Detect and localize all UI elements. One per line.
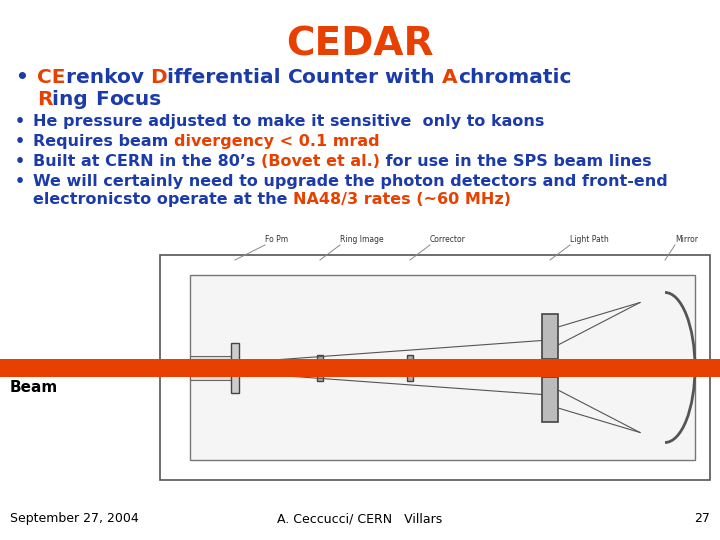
Text: F: F: [95, 90, 109, 109]
Text: CEDAR: CEDAR: [287, 25, 433, 63]
Text: ifferential: ifferential: [167, 68, 288, 87]
Text: September 27, 2004: September 27, 2004: [10, 512, 139, 525]
Text: •: •: [15, 134, 25, 149]
Text: divergency < 0.1 mrad: divergency < 0.1 mrad: [174, 134, 379, 149]
Text: •: •: [15, 154, 25, 169]
Text: Corrector: Corrector: [430, 235, 466, 244]
Text: We will certainly need to upgrade the photon detectors and front-end: We will certainly need to upgrade the ph…: [33, 174, 667, 189]
Text: ounter with: ounter with: [302, 68, 442, 87]
Text: Beam: Beam: [10, 380, 58, 395]
Bar: [542, 314, 558, 359]
Bar: [160, 255, 710, 480]
Text: He pressure adjusted to make it sensitive  only to kaons: He pressure adjusted to make it sensitiv…: [33, 114, 544, 129]
Text: •: •: [15, 174, 25, 189]
Bar: [542, 376, 558, 422]
Bar: [0, 359, 720, 376]
Text: A: A: [442, 68, 458, 87]
Text: Built at CERN in the 80’s: Built at CERN in the 80’s: [33, 154, 261, 169]
Text: C: C: [288, 68, 302, 87]
Text: Ring Image: Ring Image: [340, 235, 384, 244]
Bar: [190, 275, 695, 460]
Text: •: •: [15, 68, 28, 87]
Text: electronicsto operate at the: electronicsto operate at the: [33, 192, 293, 207]
Text: D: D: [150, 68, 167, 87]
Bar: [231, 342, 239, 393]
Text: Requires beam: Requires beam: [33, 134, 174, 149]
Text: CE: CE: [37, 68, 66, 87]
Text: A. Ceccucci/ CERN   Villars: A. Ceccucci/ CERN Villars: [277, 512, 443, 525]
Text: chromatic: chromatic: [458, 68, 571, 87]
Text: ocus: ocus: [109, 90, 161, 109]
Bar: [407, 354, 413, 381]
Text: Light Path: Light Path: [570, 235, 608, 244]
Text: for use in the SPS beam lines: for use in the SPS beam lines: [380, 154, 652, 169]
Text: Mirror: Mirror: [675, 235, 698, 244]
Text: 27: 27: [694, 512, 710, 525]
Bar: [317, 354, 323, 381]
Bar: [190, 355, 231, 380]
Text: renkov: renkov: [66, 68, 150, 87]
Bar: [190, 360, 198, 375]
Text: NA48/3 rates (~60 MHz): NA48/3 rates (~60 MHz): [293, 192, 511, 207]
Text: (Bovet et al.): (Bovet et al.): [261, 154, 380, 169]
Text: •: •: [15, 114, 25, 129]
Text: R: R: [37, 90, 53, 109]
Text: Fo Pm: Fo Pm: [265, 235, 288, 244]
Text: ing: ing: [53, 90, 95, 109]
